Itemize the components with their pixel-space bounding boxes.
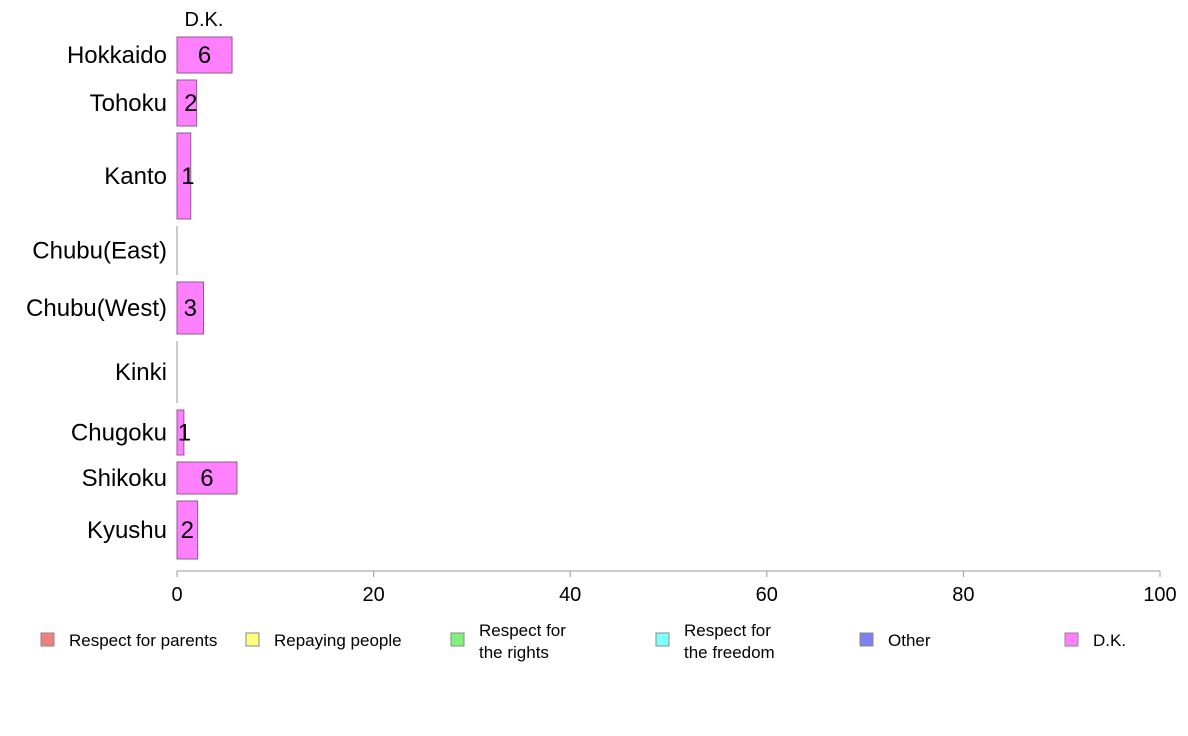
legend-item: Repaying people <box>245 631 402 650</box>
category-label: Shikoku <box>82 465 167 492</box>
x-tick-label: 0 <box>171 584 182 606</box>
legend-swatch <box>655 632 670 647</box>
legend-item: Respect for the rights <box>450 621 566 662</box>
bar-value-label: 2 <box>181 517 194 544</box>
legend-label: Respect for <box>479 621 566 640</box>
legend-swatch <box>450 632 465 647</box>
legend-label: Repaying people <box>274 631 402 650</box>
category-label: Kinki <box>115 359 167 386</box>
legend-item: Respect for the freedom <box>655 621 775 662</box>
bar-segment <box>176 461 238 495</box>
bar-value-label: 6 <box>198 42 211 69</box>
legend-label: the freedom <box>684 643 775 662</box>
series-header: D.K. <box>185 9 224 31</box>
x-tick-label: 100 <box>1143 584 1176 606</box>
legend-swatch <box>859 632 874 647</box>
x-tick-label: 60 <box>756 584 778 606</box>
category-label: Hokkaido <box>67 42 167 69</box>
legend-swatch <box>40 632 55 647</box>
x-tick-label: 40 <box>559 584 581 606</box>
bar-value-label: 1 <box>181 163 194 190</box>
bar-value-label: 6 <box>200 465 213 492</box>
bar-value-label: 3 <box>184 295 197 322</box>
category-label: Tohoku <box>90 90 167 117</box>
bar-value-label: 1 <box>178 420 191 447</box>
x-tick-label: 80 <box>952 584 974 606</box>
category-label: Chugoku <box>71 420 167 447</box>
category-label: Kanto <box>104 163 167 190</box>
category-label: Kyushu <box>87 517 167 544</box>
bar-value-label: 2 <box>184 90 197 117</box>
legend-label: Other <box>888 631 931 650</box>
legend-swatch <box>1064 632 1079 647</box>
bar-segment <box>176 281 205 335</box>
legend-item: Other <box>859 631 931 650</box>
bar-segment <box>176 500 199 560</box>
bar-segment <box>176 132 192 220</box>
category-label: Chubu(West) <box>26 295 167 322</box>
legend-label: D.K. <box>1093 631 1126 650</box>
category-label: Chubu(East) <box>32 238 167 265</box>
legend-item: Respect for parents <box>40 631 217 650</box>
legend-label: Respect for parents <box>69 631 217 650</box>
legend-swatch <box>245 632 260 647</box>
legend-item: D.K. <box>1064 631 1126 650</box>
bar-segment <box>176 409 185 456</box>
legend-label: Respect for <box>684 621 771 640</box>
legend-label: the rights <box>479 643 549 662</box>
x-tick-label: 20 <box>362 584 384 606</box>
bar-segment <box>176 79 198 127</box>
bar-segment <box>176 36 233 74</box>
